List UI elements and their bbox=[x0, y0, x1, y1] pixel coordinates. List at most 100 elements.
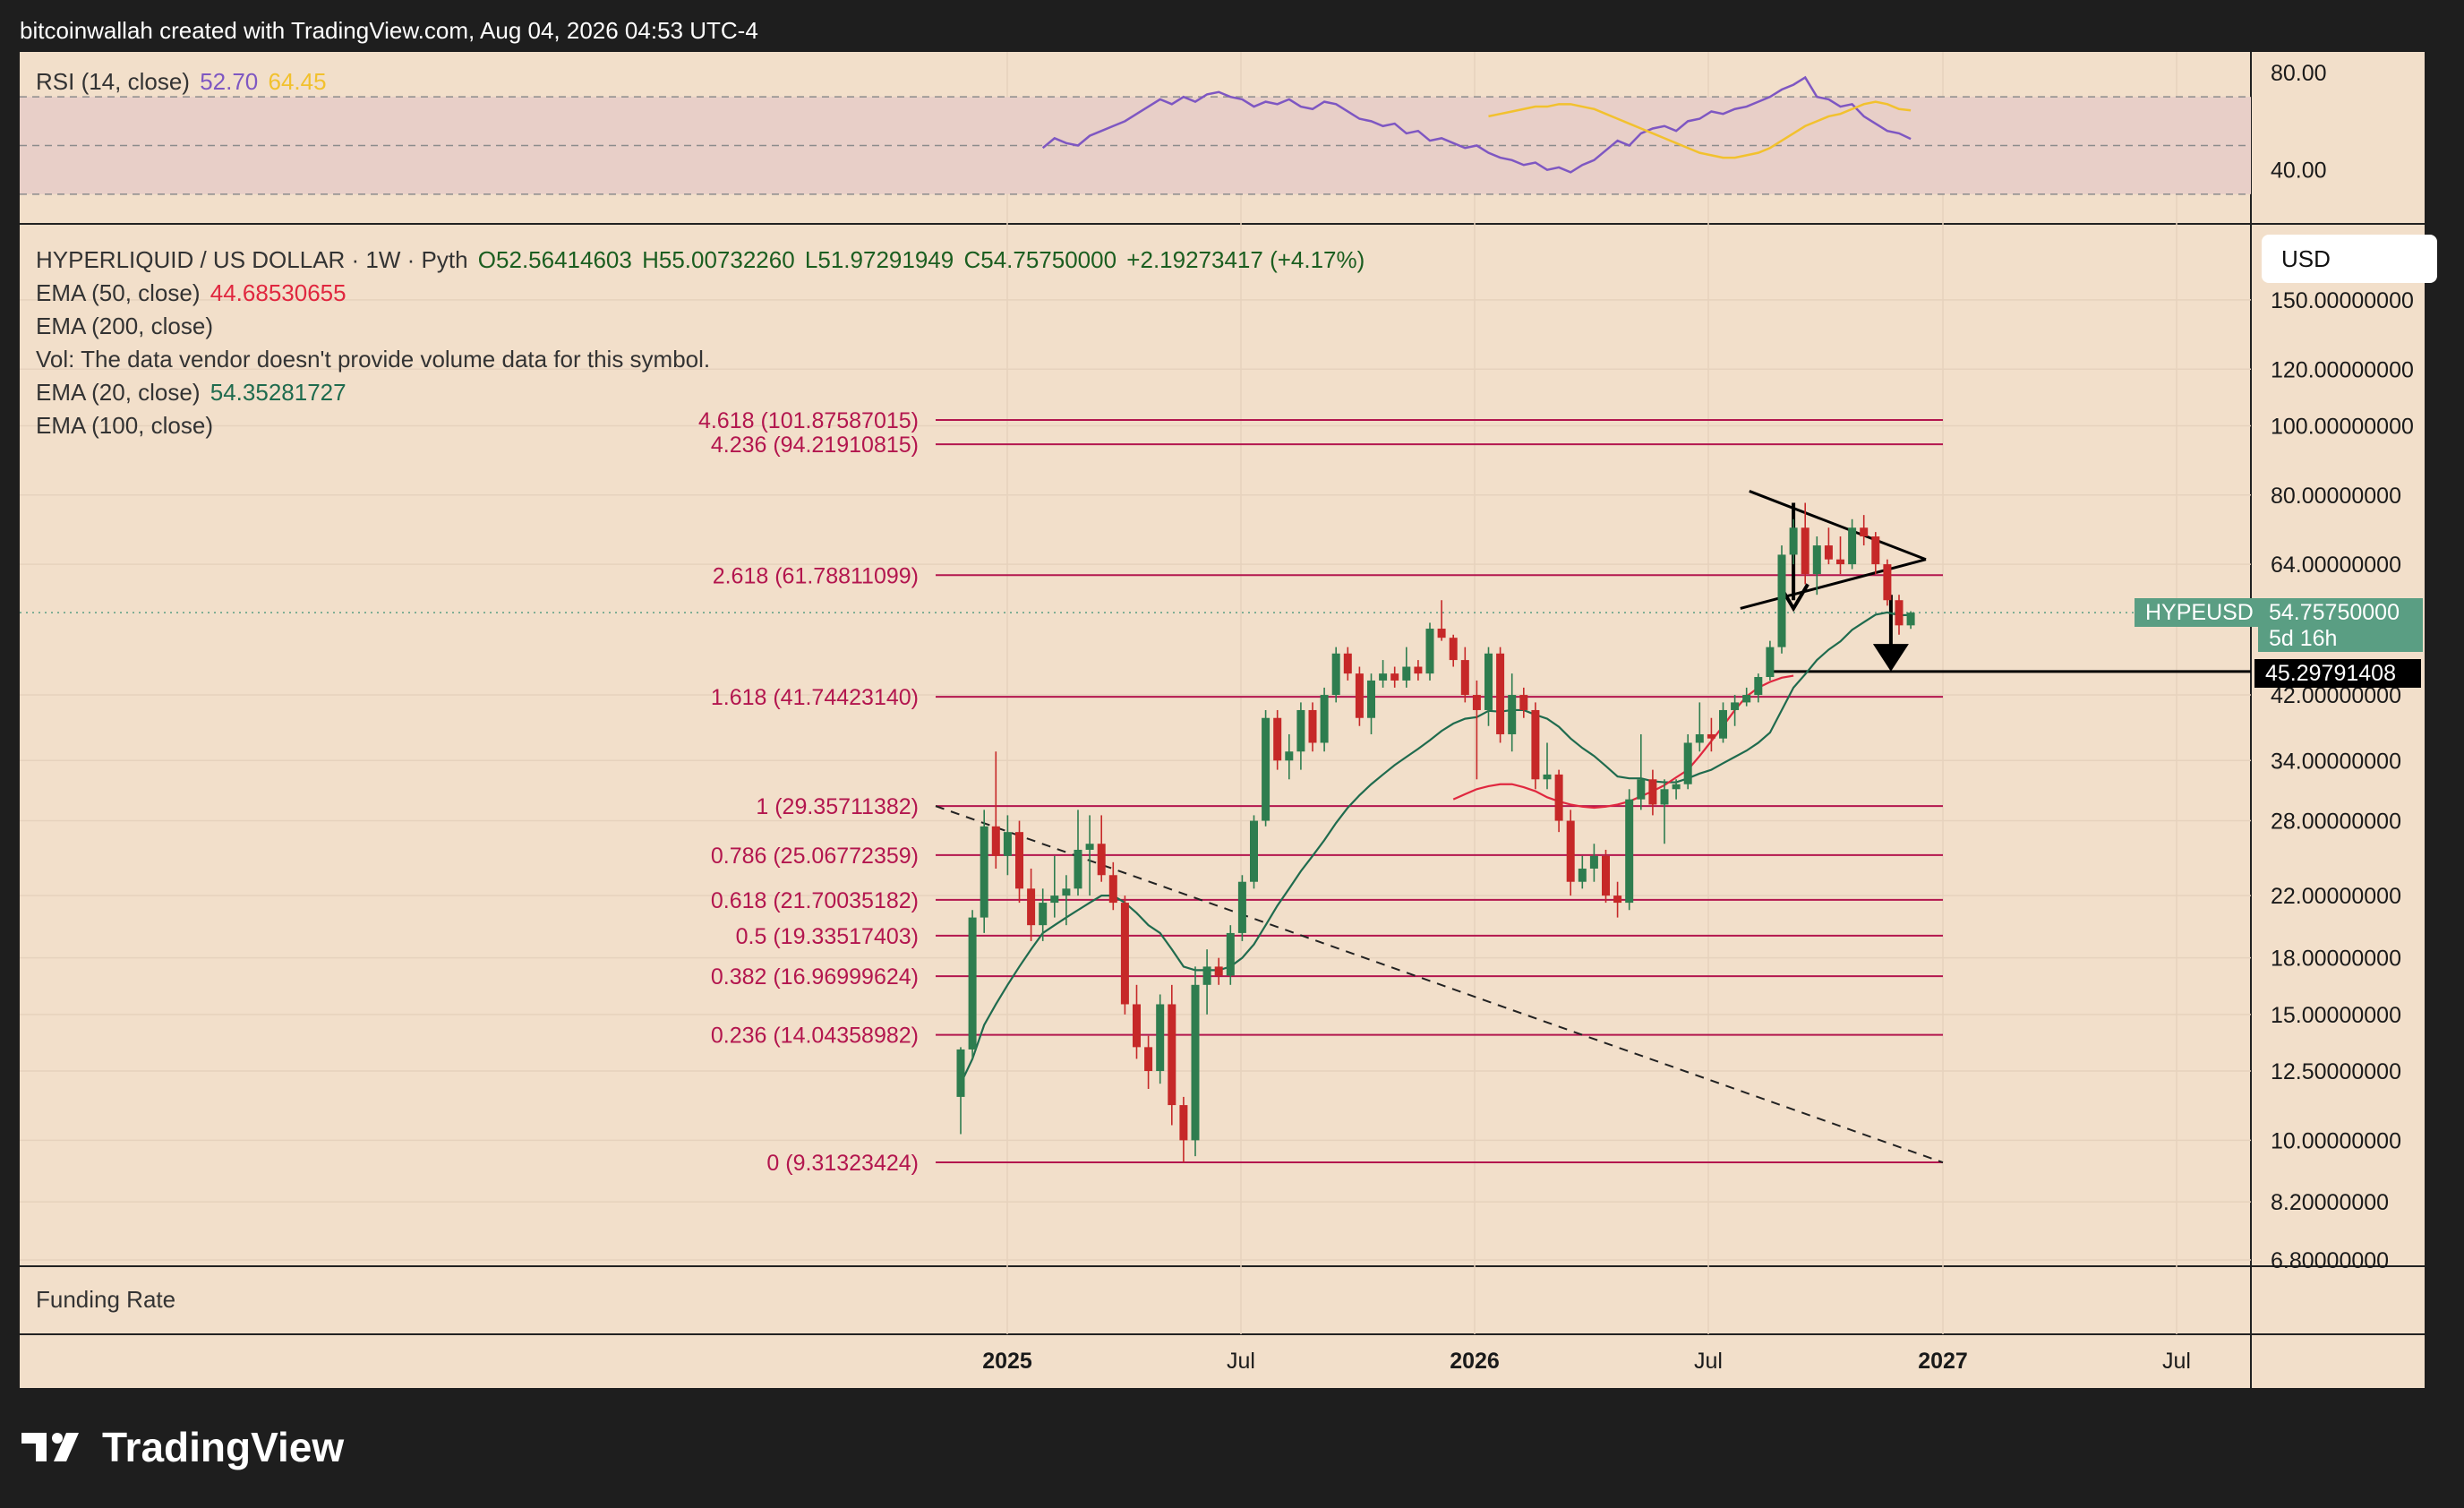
time-axis-label: Jul bbox=[1694, 1349, 1723, 1374]
ema50-row[interactable]: EMA (50, close) 44.68530655 bbox=[36, 277, 1368, 310]
price-axis-label: 12.50000000 bbox=[2271, 1059, 2401, 1084]
symbol-title: HYPERLIQUID / US DOLLAR · 1W · Pyth bbox=[36, 246, 468, 273]
ohlc-open: O52.56414603 bbox=[477, 246, 632, 273]
candle-body bbox=[1168, 1004, 1176, 1106]
candle-body bbox=[1015, 832, 1023, 889]
candle-body bbox=[1273, 717, 1282, 761]
time-axis-label: Jul bbox=[2162, 1349, 2191, 1374]
candle-body bbox=[1414, 666, 1423, 674]
candle-body bbox=[1589, 855, 1598, 869]
candle-series bbox=[956, 502, 1915, 1163]
ema50-value: 44.68530655 bbox=[210, 279, 346, 306]
candle-body bbox=[1613, 895, 1622, 904]
candle-body bbox=[1731, 702, 1740, 710]
candle-body bbox=[1848, 527, 1857, 565]
price-axis-label: 10.00000000 bbox=[2271, 1128, 2401, 1153]
ohlc-low: L51.97291949 bbox=[804, 246, 954, 273]
ema20-row[interactable]: EMA (20, close) 54.35281727 bbox=[36, 376, 1368, 409]
candle-body bbox=[1179, 1105, 1188, 1141]
candle-body bbox=[1777, 554, 1786, 647]
drawing-tools bbox=[935, 490, 2251, 1164]
candle-body bbox=[1648, 779, 1657, 805]
candle-body bbox=[980, 826, 988, 918]
candle-body bbox=[968, 917, 977, 1050]
candle-body bbox=[1097, 844, 1106, 876]
tradingview-logo[interactable]: TradingView bbox=[20, 1420, 344, 1474]
candle-body bbox=[1144, 1047, 1153, 1072]
fib-levels: 4.618 (101.87587015)4.236 (94.21910815) 2… bbox=[698, 408, 1943, 1176]
price-axis-label: 34.00000000 bbox=[2271, 749, 2401, 774]
candle-body bbox=[1754, 677, 1763, 696]
candle-body bbox=[1379, 673, 1388, 681]
current-price-tag: 54.75750000 5d 16h bbox=[2258, 598, 2423, 652]
candle-body bbox=[1508, 695, 1517, 734]
price-axis-label: 80.00000000 bbox=[2271, 484, 2401, 509]
time-axis-label: 2026 bbox=[1450, 1349, 1500, 1374]
candle-body bbox=[1860, 527, 1869, 537]
candle-body bbox=[1156, 1004, 1165, 1072]
volume-row[interactable]: Vol: The data vendor doesn't provide vol… bbox=[36, 343, 1368, 376]
rsi-axis-label: 80.00 bbox=[2271, 61, 2327, 86]
candle-body bbox=[1449, 638, 1458, 661]
candle-body bbox=[1719, 709, 1727, 739]
candle-body bbox=[1308, 709, 1317, 743]
price-axis-label: 15.00000000 bbox=[2271, 1003, 2401, 1028]
ema20-value: 54.35281727 bbox=[210, 379, 346, 406]
candle-body bbox=[1683, 742, 1692, 784]
candle-body bbox=[1766, 647, 1775, 678]
candle-body bbox=[1191, 984, 1200, 1141]
ohlc-close: C54.75750000 bbox=[963, 246, 1117, 273]
symbol-row[interactable]: HYPERLIQUID / US DOLLAR · 1W · Pyth O52.… bbox=[36, 244, 1368, 277]
candle-body bbox=[1602, 855, 1610, 896]
fib-label: 4.236 (94.21910815) bbox=[711, 433, 919, 458]
ema20-label: EMA (20, close) bbox=[36, 379, 201, 406]
fib-label: 0.382 (16.96999624) bbox=[711, 964, 919, 990]
price-axis-label: 120.00000000 bbox=[2271, 357, 2414, 382]
fib-label: 0.5 (19.33517403) bbox=[736, 924, 919, 949]
trend-line bbox=[935, 805, 1944, 1164]
time-axis-label: Jul bbox=[1227, 1349, 1255, 1374]
rsi-ma-value: 64.45 bbox=[268, 68, 327, 95]
ema100-row[interactable]: EMA (100, close) bbox=[36, 409, 1368, 442]
price-axis-label: 64.00000000 bbox=[2271, 553, 2401, 578]
candle-body bbox=[1578, 868, 1587, 882]
fib-label: 2.618 (61.78811099) bbox=[713, 563, 919, 588]
price-axis-label: 22.00000000 bbox=[2271, 884, 2401, 909]
candle-body bbox=[1695, 733, 1704, 743]
candle-body bbox=[1050, 895, 1059, 904]
candle-body bbox=[991, 826, 1000, 856]
fib-label: 0.236 (14.04358982) bbox=[711, 1024, 919, 1049]
ema20-line bbox=[960, 611, 1912, 1084]
fib-label: 0.618 (21.70035182) bbox=[711, 888, 919, 913]
candle-body bbox=[1566, 820, 1575, 882]
ema50-label: EMA (50, close) bbox=[36, 279, 201, 306]
candle-body bbox=[1202, 966, 1211, 985]
candle-body bbox=[1133, 1004, 1141, 1048]
candle-body bbox=[1824, 545, 1833, 560]
candle-body bbox=[1343, 653, 1352, 674]
candle-body bbox=[1296, 709, 1305, 752]
volume-note: Vol: The data vendor doesn't provide vol… bbox=[36, 346, 711, 373]
fib-label: 1 (29.35711382) bbox=[756, 794, 919, 819]
candle-body bbox=[1074, 849, 1082, 889]
candle-body bbox=[1285, 751, 1294, 761]
candle-body bbox=[1460, 660, 1469, 696]
currency-selector[interactable]: USD bbox=[2262, 235, 2437, 283]
candle-body bbox=[1883, 564, 1892, 601]
ema100-label: EMA (100, close) bbox=[36, 412, 213, 439]
candle-body bbox=[1367, 680, 1375, 718]
ema200-row[interactable]: EMA (200, close) bbox=[36, 310, 1368, 343]
candle-body bbox=[1437, 629, 1446, 638]
candle-body bbox=[1871, 536, 1880, 565]
triangle-lower bbox=[1740, 558, 1927, 610]
candle-body bbox=[1801, 527, 1810, 575]
funding-rate-label[interactable]: Funding Rate bbox=[36, 1286, 176, 1313]
candle-body bbox=[1519, 695, 1528, 710]
brand-name: TradingView bbox=[102, 1424, 345, 1470]
candle-body bbox=[1660, 789, 1669, 805]
candle-body bbox=[1390, 673, 1399, 681]
candle-body bbox=[956, 1049, 965, 1097]
target-arrowhead bbox=[1872, 644, 1909, 672]
candle-body bbox=[1402, 666, 1411, 681]
